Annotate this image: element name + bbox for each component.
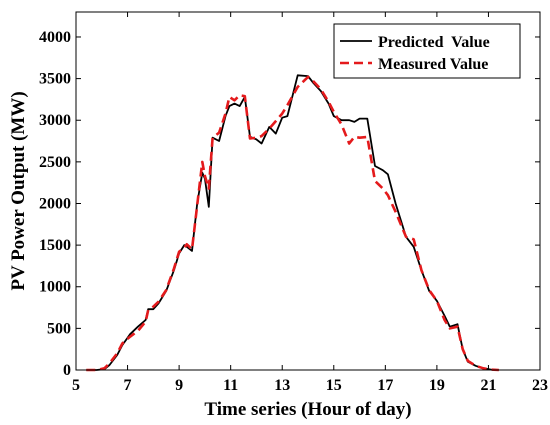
x-tick-label: 23 [532,377,548,394]
tick-layer: 5 7 9 11 13 15 17 19 21 23 0 500 1000 1500 2000 2500 300… [39,12,548,394]
legend-label: Measured Value [378,56,488,73]
x-tick-label: 15 [326,377,342,394]
y-tick-label: 2500 [39,154,71,171]
x-tick-label: 11 [223,377,238,394]
x-tick-label: 21 [480,377,496,394]
plot-frame [75,11,541,371]
x-tick-label: 9 [175,377,183,394]
y-axis-title: PV Power Output (MW) [8,91,29,290]
legend: Predicted Value Measured Value [333,23,521,79]
series-line-predicted [86,74,499,371]
x-tick-label: 19 [429,377,445,394]
x-tick-label: 17 [377,377,393,394]
series-line-measured [86,75,499,372]
y-tick-label: 3000 [39,112,71,129]
y-tick-label: 2000 [39,195,71,212]
y-tick-label: 3500 [39,71,71,88]
legend-box [333,23,521,79]
legend-label: Predicted Value [378,34,490,51]
y-tick-label: 4000 [39,29,71,46]
series-layer [86,74,499,372]
x-tick-label: 13 [274,377,290,394]
y-tick-label: 500 [47,320,71,337]
y-tick-label: 0 [63,362,71,379]
y-tick-label: 1500 [39,237,71,254]
x-tick-label: 7 [124,377,132,394]
y-tick-label: 1000 [39,279,71,296]
x-axis-title: Time series (Hour of day) [204,399,411,420]
x-tick-label: 5 [72,377,80,394]
